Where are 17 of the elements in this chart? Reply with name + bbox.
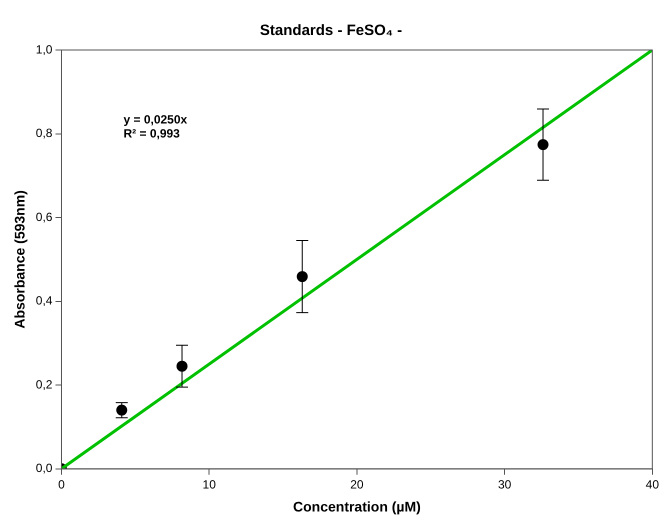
y-tick-label: 0,0 bbox=[36, 461, 53, 476]
annotation: R² = 0,993 bbox=[123, 126, 180, 140]
x-tick-label: 40 bbox=[646, 477, 660, 492]
y-tick-label: 0,4 bbox=[36, 294, 53, 308]
annotation: y = 0,0250x bbox=[123, 112, 188, 126]
x-tick-label: 10 bbox=[202, 477, 216, 492]
y-tick-label: 0,8 bbox=[36, 126, 53, 140]
y-tick-label: 0,6 bbox=[36, 210, 53, 224]
y-tick-label: 0,2 bbox=[36, 377, 53, 392]
chart-title: Standards - FeSO₄ - bbox=[260, 22, 402, 40]
point bbox=[538, 139, 549, 150]
y-tick-label: 1,0 bbox=[36, 42, 53, 56]
y-axis-title: Absorbance (593nm) bbox=[11, 190, 28, 329]
x-tick-label: 0 bbox=[58, 477, 66, 492]
x-axis-title: Concentration (µM) bbox=[292, 498, 421, 514]
x-tick-label: 30 bbox=[498, 477, 512, 492]
x-tick-label: 20 bbox=[350, 477, 364, 492]
